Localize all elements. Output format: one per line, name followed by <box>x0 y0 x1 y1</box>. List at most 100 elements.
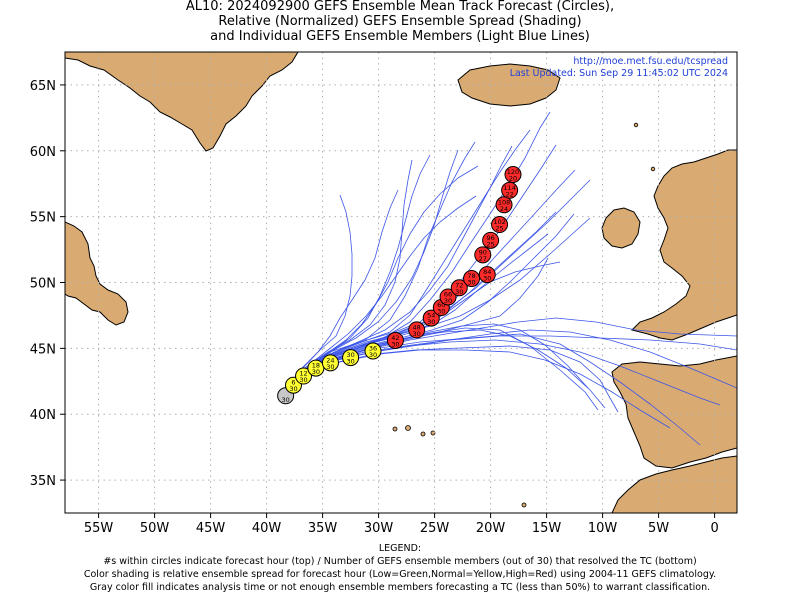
x-tick-label: 45W <box>196 521 226 536</box>
forecast-hour-label: 54 <box>427 312 435 320</box>
member-count-label: 30 <box>369 351 377 359</box>
member-count-label: 30 <box>299 376 307 384</box>
faroe-islet <box>650 166 656 172</box>
mean-track-circle <box>450 279 468 297</box>
forecast-hour-label: 66 <box>444 290 452 298</box>
member-track <box>286 165 479 389</box>
forecast-hour-label: 18 <box>312 362 320 370</box>
forecast-hour-label: 48 <box>413 323 421 331</box>
y-tick-label: 65N <box>30 79 56 94</box>
member-count-label: 30 <box>281 396 289 404</box>
forecast-hour-label: 72 <box>455 281 463 289</box>
forecast-hour-label: 78 <box>467 272 475 280</box>
member-track <box>286 333 701 446</box>
member-count-label: 30 <box>289 385 297 393</box>
member-count-label: 22 <box>505 190 513 198</box>
member-count-label: 27 <box>479 255 487 263</box>
x-tick-label: 15W <box>532 521 562 536</box>
member-track <box>286 129 531 389</box>
legend-line-2: Color shading is relative ensemble sprea… <box>83 569 717 580</box>
land-layer <box>65 52 737 513</box>
y-tick-label: 35N <box>30 474 56 489</box>
source-url[interactable]: http://moe.met.fsu.edu/tcspread <box>573 56 728 67</box>
legend-heading: LEGEND: <box>378 543 422 554</box>
forecast-hour-label: 60 <box>437 301 445 309</box>
mean-track-circle <box>422 309 440 327</box>
iberia-landmass <box>611 355 737 469</box>
africa-landmass <box>611 455 737 513</box>
x-tick-label: 0 <box>710 521 718 536</box>
greenland-landmass <box>65 52 299 152</box>
europe-landmass <box>631 149 737 341</box>
x-tick-label: 55W <box>84 521 114 536</box>
ireland-landmass <box>601 207 641 249</box>
member-track <box>286 149 459 389</box>
forecast-hour-label: 12 <box>299 370 307 378</box>
mean-track-circle <box>474 246 492 264</box>
forecast-hour-label: 36 <box>369 344 377 352</box>
title-line-3: and Individual GEFS Ensemble Members (Li… <box>210 29 590 44</box>
member-count-label: 30 <box>467 279 475 287</box>
faroe-islet <box>633 122 639 128</box>
mean-track-circle <box>482 231 500 249</box>
mean-track-circle <box>364 342 382 360</box>
madeira-islet <box>521 502 527 508</box>
member-count-label: 20 <box>509 174 517 182</box>
mean-track-circle <box>386 331 404 349</box>
forecast-hour-label: 96 <box>486 234 494 242</box>
y-tick-label: 60N <box>30 145 56 160</box>
mean-track-circle <box>495 196 513 214</box>
member-count-label: 30 <box>483 275 491 283</box>
member-track <box>286 145 513 389</box>
mean-track-circle <box>478 266 496 284</box>
mean-track-circle <box>491 216 509 234</box>
y-tick-label: 40N <box>30 408 56 423</box>
forecast-hour-label: 114 <box>503 184 515 192</box>
y-tick-label: 50N <box>30 277 56 292</box>
x-tick-label: 5W <box>648 521 669 536</box>
y-tick-label: 55N <box>30 211 56 226</box>
member-count-label: 25 <box>495 225 503 233</box>
member-count-label: 30 <box>427 318 435 326</box>
x-tick-label: 40W <box>252 521 282 536</box>
x-tick-label: 50W <box>140 521 170 536</box>
forecast-hour-label: 102 <box>493 218 505 226</box>
forecast-hour-label: 90 <box>479 248 487 256</box>
graticule <box>65 52 737 513</box>
azores-islet <box>420 431 426 437</box>
member-count-label: 30 <box>437 308 445 316</box>
member-track <box>286 159 413 389</box>
x-tick-label: 35W <box>308 521 338 536</box>
x-tick-label: 25W <box>420 521 450 536</box>
forecast-hour-label: 84 <box>483 268 491 276</box>
member-count-label: 30 <box>391 340 399 348</box>
mean-track-circle <box>408 321 426 339</box>
x-tick-label: 30W <box>364 521 394 536</box>
member-track <box>286 195 477 389</box>
azores-islet <box>405 425 411 431</box>
member-track <box>286 189 399 389</box>
last-updated: Last Updated: Sun Sep 29 11:45:02 UTC 20… <box>510 68 728 79</box>
member-count-label: 30 <box>455 288 463 296</box>
forecast-hour-label: 24 <box>326 356 334 364</box>
title-line-1: AL10: 2024092900 GEFS Ensemble Mean Trac… <box>185 0 615 14</box>
forecast-hour-label: 108 <box>498 198 510 206</box>
forecast-hour-label: 42 <box>391 334 399 342</box>
member-count-label: 30 <box>444 297 452 305</box>
iceland-landmass <box>457 63 561 107</box>
